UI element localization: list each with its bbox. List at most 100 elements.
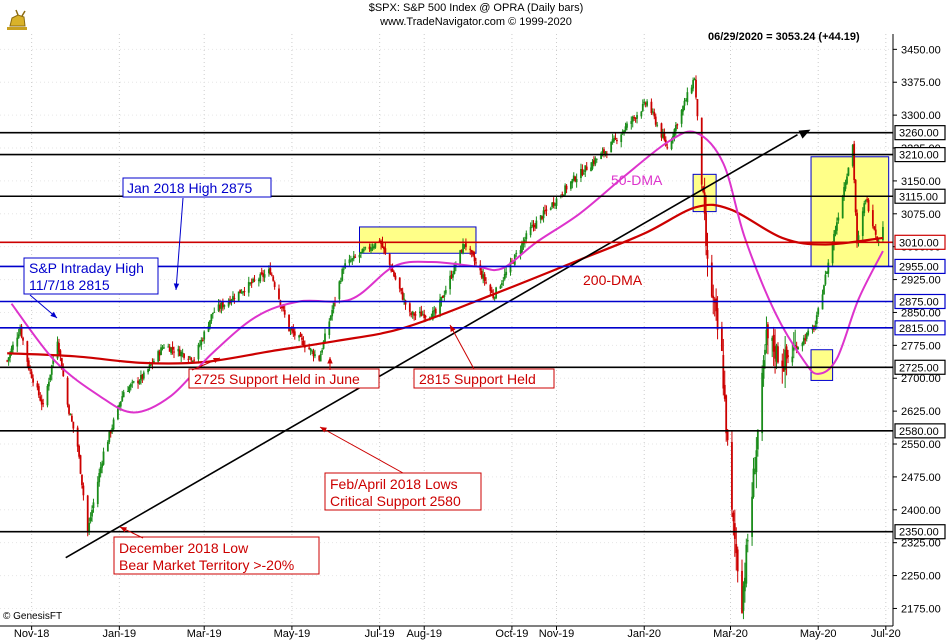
price-bar-body	[572, 175, 575, 181]
price-bar-body	[400, 288, 403, 291]
price-bar-body	[329, 315, 332, 320]
price-bar-body	[237, 291, 240, 301]
price-bar-body	[60, 358, 63, 370]
price-bar-body	[837, 217, 840, 221]
price-bar-body	[571, 179, 574, 184]
price-bar-body	[824, 274, 827, 285]
price-bar-body	[358, 254, 361, 258]
price-bar-body	[210, 314, 213, 322]
price-bar-body	[301, 337, 303, 340]
price-bar-body	[302, 340, 305, 347]
price-bar-body	[755, 450, 758, 473]
price-bar-body	[535, 220, 538, 229]
price-bar-body	[726, 429, 729, 441]
price-bar-body	[581, 169, 584, 176]
price-bar-body	[420, 311, 423, 317]
moving-averages	[7, 129, 884, 559]
price-bar-body	[141, 374, 144, 379]
price-bar-body	[102, 451, 105, 465]
price-bar-body	[32, 378, 34, 383]
x-tick-label: Nov-18	[14, 628, 49, 640]
price-bar-body	[280, 305, 283, 309]
price-bar-body	[801, 342, 804, 347]
price-bar-body	[39, 396, 42, 401]
price-bar-body	[614, 137, 617, 139]
price-bar-body	[712, 295, 715, 299]
price-bar-body	[309, 348, 312, 351]
price-bar-body	[874, 229, 877, 235]
price-bar-body	[866, 198, 869, 200]
price-bar-body	[249, 282, 252, 284]
level-tag-label: 2955.00	[899, 261, 939, 273]
x-tick-label: Mar-19	[187, 628, 222, 640]
price-bar-body	[81, 474, 83, 486]
price-bar-body	[391, 269, 394, 272]
price-bar-body	[442, 295, 444, 298]
annotation-arrow	[449, 324, 475, 370]
price-bar-body	[584, 165, 587, 173]
price-bar-body	[349, 260, 352, 262]
price-bar-body	[624, 126, 627, 131]
annotation-arrow	[319, 426, 404, 474]
price-bar-body	[644, 103, 647, 105]
level-tag	[894, 188, 946, 204]
price-bar-body	[171, 346, 174, 350]
price-bar-body	[672, 136, 674, 138]
price-bar-body	[42, 403, 45, 405]
price-bar-body	[270, 274, 273, 276]
price-bar-body	[662, 134, 664, 138]
price-bar-body	[480, 270, 483, 278]
price-bar-body	[321, 350, 324, 353]
x-tick-label: Jan-20	[627, 628, 661, 640]
price-bar-body	[259, 274, 262, 282]
price-bar-body	[190, 357, 193, 361]
price-bar-body	[692, 80, 695, 89]
price-bar-body	[209, 320, 211, 327]
price-bar-body	[160, 347, 162, 355]
highlight-boxes	[359, 156, 890, 381]
price-bar-body	[121, 396, 124, 402]
y-tick-label: 2250.00	[901, 571, 941, 583]
price-bar-body	[108, 431, 111, 442]
price-bar-body	[531, 225, 533, 227]
price-bar-body	[561, 194, 564, 196]
price-bar-body	[682, 106, 684, 112]
price-bar-body	[626, 123, 628, 128]
price-bar-body	[544, 210, 546, 212]
price-bar-body	[132, 381, 135, 383]
dma-200-line	[7, 203, 884, 365]
price-bar-body	[843, 186, 846, 197]
annotation-box	[23, 257, 159, 295]
level-tag-label: 2725.00	[899, 362, 939, 374]
price-bar-body	[19, 328, 22, 335]
price-bar-body	[40, 399, 43, 405]
level-tag	[894, 524, 946, 540]
price-bar-body	[49, 374, 52, 380]
price-bar-body	[601, 151, 604, 153]
price-bar-body	[394, 275, 397, 280]
price-bar-body	[183, 353, 185, 358]
price-bar-body	[9, 352, 11, 358]
price-bar-body	[756, 429, 759, 450]
price-bar-body	[157, 351, 160, 362]
price-bar-body	[592, 160, 595, 164]
price-bar-body	[378, 240, 381, 242]
annotation-jan-2018-high: Jan 2018 High 2875	[127, 180, 253, 196]
price-bar-body	[660, 123, 663, 138]
price-bar-body	[452, 273, 454, 278]
price-bar-body	[844, 182, 847, 189]
price-bar-body	[269, 268, 272, 275]
level-tag-label: 2580.00	[899, 426, 939, 438]
level-tag-label: 2875.00	[899, 296, 939, 308]
price-bar-body	[62, 368, 65, 377]
price-bar-body	[782, 366, 785, 372]
dma-50-line	[10, 130, 884, 414]
price-bar-body	[549, 208, 552, 210]
price-bar-body	[393, 271, 395, 277]
price-bar-body	[454, 264, 457, 267]
price-bar-body	[493, 297, 496, 299]
price-bar-body	[232, 296, 234, 301]
price-bar-body	[580, 168, 582, 179]
price-bar-body	[616, 140, 618, 142]
y-tick-label: 3450.00	[901, 44, 941, 56]
